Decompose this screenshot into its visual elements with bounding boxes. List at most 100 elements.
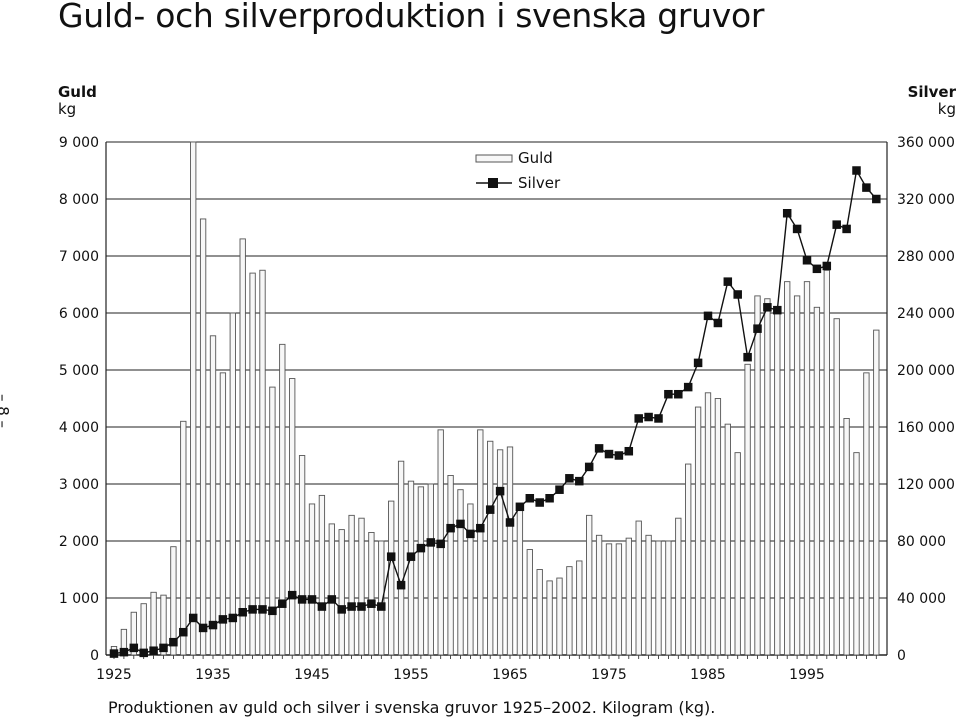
silver-marker xyxy=(268,606,277,616)
left-axis-unit: kg xyxy=(58,100,77,118)
guld-bar xyxy=(487,440,494,656)
guld-bar xyxy=(298,455,306,656)
guld-bar xyxy=(724,423,731,656)
guld-bar xyxy=(635,520,642,656)
silver-marker xyxy=(436,539,445,549)
silver-marker xyxy=(624,446,634,456)
silver-marker xyxy=(179,627,188,637)
guld-bar xyxy=(378,540,385,656)
guld-bar xyxy=(447,475,454,656)
silver-marker xyxy=(565,474,574,483)
right-tick-label: 120 000 xyxy=(897,477,955,493)
guld-bar xyxy=(209,335,217,656)
x-tick-label: 1975 xyxy=(591,667,627,683)
guld-bar xyxy=(259,269,266,656)
guld-bar xyxy=(368,532,375,656)
guld-bar xyxy=(140,603,147,656)
guld-bar xyxy=(229,312,236,656)
silver-marker xyxy=(297,595,307,604)
right-tick-label: 240 000 xyxy=(897,306,955,322)
production-chart: 0 0 1 000 40 000 2 000 80 000 3 000 120 000 4 00… xyxy=(59,135,955,683)
guld-bar xyxy=(813,306,821,656)
silver-marker xyxy=(792,224,802,234)
legend-silver-label: Silver xyxy=(518,174,561,192)
silver-marker xyxy=(278,599,287,608)
silver-marker xyxy=(109,649,119,658)
silver-marker xyxy=(674,389,683,399)
silver-marker xyxy=(129,643,139,653)
legend-guld-label: Guld xyxy=(518,149,553,167)
silver-marker xyxy=(505,518,515,527)
silver-marker xyxy=(337,605,346,614)
silver-marker xyxy=(169,637,178,647)
silver-marker xyxy=(495,486,505,496)
silver-marker xyxy=(545,494,554,503)
silver-marker xyxy=(862,183,871,192)
guld-bar xyxy=(685,463,692,656)
guld-bar xyxy=(427,483,434,656)
left-tick-label: 2 000 xyxy=(59,534,99,550)
silver-marker xyxy=(426,538,436,547)
silver-marker xyxy=(228,613,238,623)
guld-bar xyxy=(308,503,316,656)
silver-marker xyxy=(416,543,426,553)
silver-marker xyxy=(466,529,475,539)
guld-bar xyxy=(190,141,197,656)
left-tick-label: 5 000 xyxy=(59,363,99,379)
silver-marker xyxy=(218,615,228,624)
silver-marker xyxy=(852,166,861,175)
silver-marker xyxy=(347,602,356,611)
guld-bar xyxy=(170,546,177,656)
silver-marker xyxy=(842,224,851,234)
silver-marker xyxy=(149,646,158,655)
silver-marker xyxy=(485,505,495,514)
silver-marker xyxy=(872,194,881,204)
silver-marker xyxy=(287,590,297,600)
figure-caption: Produktionen av guld och silver i svensk… xyxy=(108,698,716,717)
guld-bar xyxy=(586,514,593,656)
guld-bar xyxy=(793,295,801,656)
guld-bar xyxy=(546,580,553,656)
silver-marker xyxy=(258,605,267,614)
guld-bar xyxy=(477,429,484,656)
guld-bar xyxy=(348,514,355,656)
guld-bar xyxy=(615,543,623,656)
right-tick-label: 80 000 xyxy=(897,534,946,550)
left-tick-label: 0 xyxy=(90,648,99,664)
left-tick-label: 6 000 xyxy=(59,306,99,322)
guld-bar xyxy=(645,534,652,656)
x-tick-label: 1955 xyxy=(393,667,429,683)
left-axis-header: Guld kg xyxy=(58,84,97,118)
guld-bar xyxy=(803,281,811,656)
guld-bar xyxy=(536,569,543,656)
silver-marker xyxy=(188,613,198,623)
silver-marker xyxy=(753,324,762,333)
x-tick-label: 1995 xyxy=(789,667,825,683)
silver-marker xyxy=(198,623,208,633)
left-axis-label: Guld xyxy=(58,83,97,101)
silver-marker xyxy=(535,498,544,507)
left-tick-label: 9 000 xyxy=(59,135,99,151)
silver-marker xyxy=(713,318,723,328)
silver-marker xyxy=(327,595,337,604)
right-tick-label: 360 000 xyxy=(897,135,955,151)
silver-marker xyxy=(248,605,257,614)
guld-bar xyxy=(496,449,504,656)
guld-bar xyxy=(249,272,256,656)
silver-marker xyxy=(743,352,752,362)
guld-bar xyxy=(180,420,187,656)
right-tick-label: 320 000 xyxy=(897,192,955,208)
x-tick-label: 1925 xyxy=(96,667,132,683)
silver-line xyxy=(109,166,881,658)
silver-marker xyxy=(208,620,218,630)
page-title: Guld- och silverproduktion i svenska gru… xyxy=(58,0,765,35)
silver-series-line xyxy=(113,168,877,655)
guld-bar xyxy=(269,386,276,656)
silver-marker xyxy=(634,414,643,423)
silver-marker xyxy=(832,220,841,229)
silver-marker xyxy=(822,261,832,271)
legend-silver-marker xyxy=(488,178,498,188)
silver-marker xyxy=(693,358,703,368)
guld-bar xyxy=(556,577,563,656)
x-tick-label: 1935 xyxy=(195,667,231,683)
